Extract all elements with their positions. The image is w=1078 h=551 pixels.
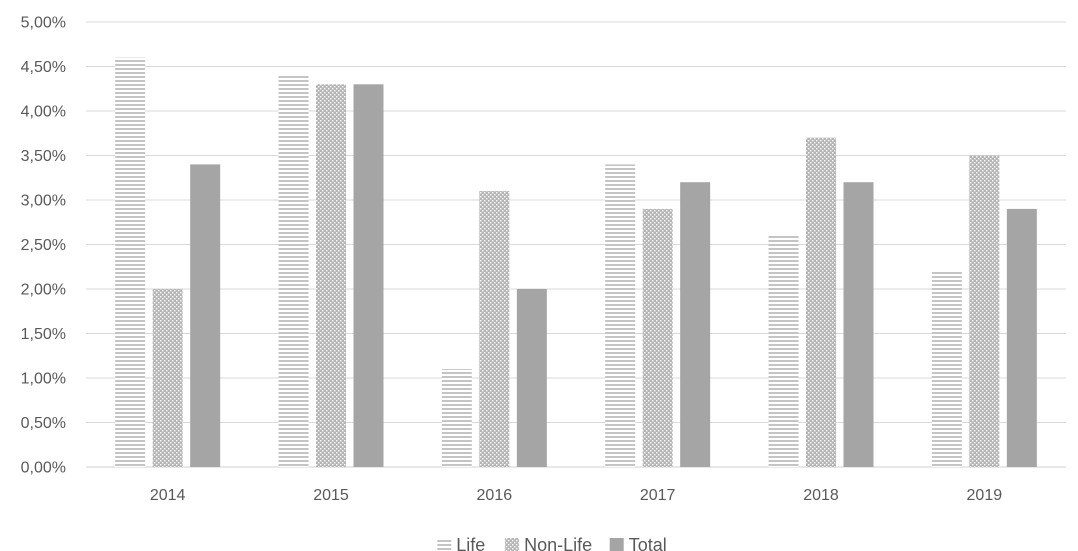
bar-life: [768, 235, 799, 467]
legend-item: Total: [609, 535, 667, 551]
y-tick-label: 5,00%: [21, 15, 66, 32]
legend: Life Non-Life Total: [437, 535, 667, 551]
bar-total: [843, 182, 874, 467]
bar-non-life: [642, 208, 673, 467]
legend-swatch: [437, 538, 452, 551]
bar-total: [680, 182, 711, 467]
legend-item: Non-Life: [505, 535, 592, 551]
y-tick-label: 1,50%: [21, 326, 66, 343]
y-tick-label: 1,00%: [21, 371, 66, 388]
bar-non-life: [479, 191, 510, 467]
legend-label: Life: [456, 535, 485, 551]
bar-total: [1006, 208, 1037, 467]
x-tick-label: 2018: [803, 487, 839, 504]
bar-non-life: [806, 137, 836, 467]
x-tick-label: 2016: [477, 487, 513, 504]
bar-life: [931, 271, 962, 467]
y-tick-label: 4,00%: [21, 104, 66, 121]
x-tick-label: 2017: [640, 487, 676, 504]
bar-non-life: [316, 84, 346, 468]
bar-non-life: [969, 155, 1000, 467]
legend-swatch: [505, 538, 520, 551]
bar-total: [516, 289, 547, 467]
y-tick-label: 0,50%: [21, 415, 66, 432]
legend-item: Life: [437, 535, 485, 551]
x-axis-tick-labels: 2014 2015 2016 2017 2018 2019: [150, 487, 1002, 504]
legend-label: Total: [629, 535, 667, 551]
y-axis-tick-labels: 0,00% 0,50% 1,00% 1,50% 2,00% 2,50% 3,00% 3,50%…: [21, 15, 66, 477]
y-tick-label: 3,00%: [21, 193, 66, 210]
x-tick-label: 2019: [967, 487, 1003, 504]
y-tick-label: 3,50%: [21, 148, 66, 165]
legend-label: Non-Life: [524, 535, 592, 551]
bar-life: [278, 75, 309, 468]
bar-life: [605, 164, 636, 467]
y-tick-label: 4,50%: [21, 59, 66, 76]
legend-swatch: [609, 538, 624, 551]
gridlines: [86, 21, 1066, 468]
y-tick-label: 2,00%: [21, 282, 66, 299]
bar-non-life: [152, 289, 183, 467]
bar-life: [115, 57, 146, 467]
bar-total: [190, 164, 221, 467]
x-tick-label: 2014: [150, 487, 186, 504]
y-tick-label: 0,00%: [21, 460, 66, 477]
bar-life: [441, 369, 472, 467]
x-tick-label: 2015: [313, 487, 349, 504]
bar-total: [353, 84, 384, 468]
y-tick-label: 2,50%: [21, 237, 66, 254]
bars: [115, 57, 1037, 468]
